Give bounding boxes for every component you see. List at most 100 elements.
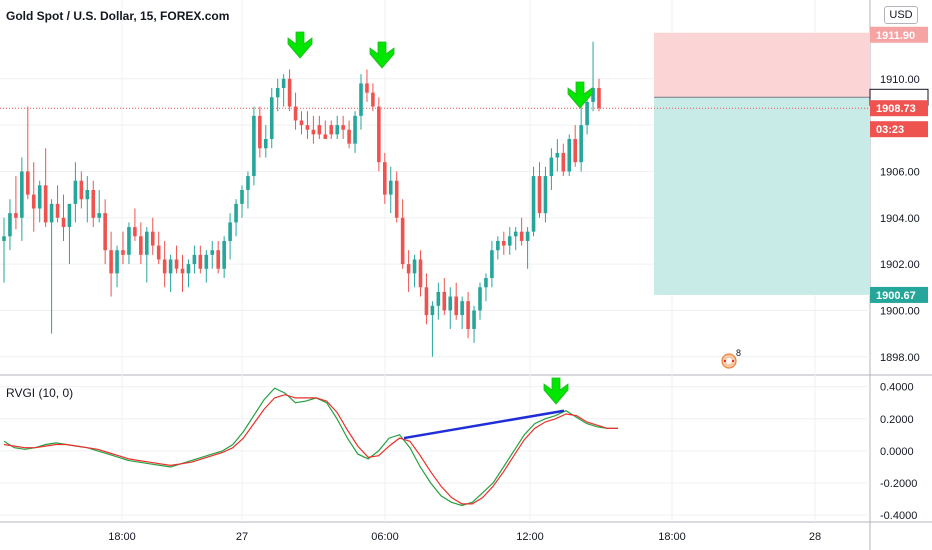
candle: [525, 227, 530, 269]
candle: [275, 78, 280, 112]
candle: [55, 185, 60, 223]
candle: [466, 291, 470, 339]
candle: [484, 273, 488, 302]
candle-body: [341, 125, 345, 130]
candle-body: [311, 129, 316, 135]
candle: [192, 245, 197, 274]
candle: [579, 106, 583, 172]
candle-body: [37, 185, 42, 209]
candle-body: [335, 125, 339, 135]
candle: [400, 199, 405, 269]
candle-body: [246, 176, 250, 190]
candle: [507, 227, 512, 255]
candle: [317, 115, 322, 140]
candle: [234, 199, 238, 237]
candle: [133, 208, 137, 241]
price-tick-label: 1906.00: [880, 166, 920, 178]
candle-body: [359, 83, 363, 116]
position-zones: [0, 32, 870, 295]
candle: [198, 245, 203, 274]
badge-count: 8: [736, 348, 741, 358]
rvgi-tick-label: -0.4000: [880, 510, 917, 522]
candle-body: [579, 125, 583, 163]
candle-body: [519, 231, 524, 241]
candle: [287, 69, 292, 112]
stop-price-tag-bg: [870, 26, 928, 43]
notification-badge-icon[interactable]: 8: [720, 348, 742, 370]
rvgi-signal-line: [3, 394, 618, 505]
candle-body: [323, 134, 328, 140]
candle-body: [430, 305, 435, 316]
candle-body: [14, 213, 18, 218]
candle-body: [317, 125, 322, 135]
candle-body: [293, 106, 298, 121]
candle: [180, 254, 185, 292]
candle: [162, 240, 167, 288]
candle: [341, 115, 345, 140]
candle: [472, 305, 476, 343]
candle: [43, 148, 48, 228]
candle-body: [145, 231, 149, 255]
candle: [281, 74, 286, 107]
candle: [258, 106, 262, 158]
time-tick-label: 06:00: [371, 531, 399, 543]
candle: [543, 166, 548, 223]
candle: [85, 176, 90, 223]
candle-body: [466, 301, 470, 329]
candle: [388, 166, 393, 214]
currency-button[interactable]: USD: [884, 6, 918, 24]
candle-body: [371, 92, 375, 107]
price-tick-label: 1904.00: [880, 213, 920, 225]
candle-body: [31, 194, 36, 209]
candle-body: [269, 97, 274, 140]
last-price-tag-bg: [870, 100, 928, 117]
candle: [20, 157, 24, 241]
candle-body: [85, 189, 90, 200]
candle: [150, 217, 155, 255]
candle-body: [252, 115, 256, 177]
candle-body: [49, 203, 54, 223]
candle-body: [222, 240, 226, 269]
candle-body: [67, 203, 72, 228]
indicator-title[interactable]: RVGI (10, 0): [6, 386, 74, 400]
candle: [246, 171, 250, 209]
candle-body: [507, 236, 512, 246]
candle-body: [258, 115, 262, 149]
candle-body: [299, 120, 304, 126]
candle: [531, 166, 536, 237]
candle-body: [43, 185, 48, 223]
candle: [377, 97, 381, 172]
candle-body: [150, 231, 155, 246]
candle: [412, 254, 417, 288]
candle-body: [573, 139, 577, 163]
candle-body: [234, 203, 238, 223]
candle: [537, 162, 542, 218]
divergence-trendline[interactable]: [403, 409, 565, 440]
candle: [442, 278, 447, 316]
price-axis[interactable]: 1898.00 1900.00 1902.00 1904.00 1906.00 1908.…: [869, 26, 929, 522]
candle: [204, 250, 209, 283]
target-price-tag-bg: [870, 286, 928, 303]
time-axis[interactable]: 18:00 27 06:00 12:00 18:00 28: [108, 531, 821, 543]
candle-body: [186, 264, 191, 274]
candle: [139, 222, 143, 265]
candle: [67, 203, 72, 265]
candle-body: [103, 213, 107, 251]
down-arrow-icon: [543, 377, 569, 405]
price-tick-label: 1900.00: [880, 305, 920, 317]
candle-body: [496, 240, 500, 251]
time-tick-label: 18:00: [658, 531, 686, 543]
candle-body: [406, 264, 411, 274]
candle: [103, 199, 107, 265]
time-tick-label: 28: [809, 531, 821, 543]
candle: [448, 287, 453, 329]
candle: [79, 171, 84, 209]
candle: [210, 240, 215, 269]
candle-body: [484, 278, 488, 288]
candle: [168, 254, 173, 292]
candle-body: [168, 259, 173, 274]
countdown-tag: 03:23: [876, 124, 904, 136]
candle: [329, 120, 334, 140]
chart-title: Gold Spot / U.S. Dollar, 15, FOREX.com: [6, 9, 230, 23]
